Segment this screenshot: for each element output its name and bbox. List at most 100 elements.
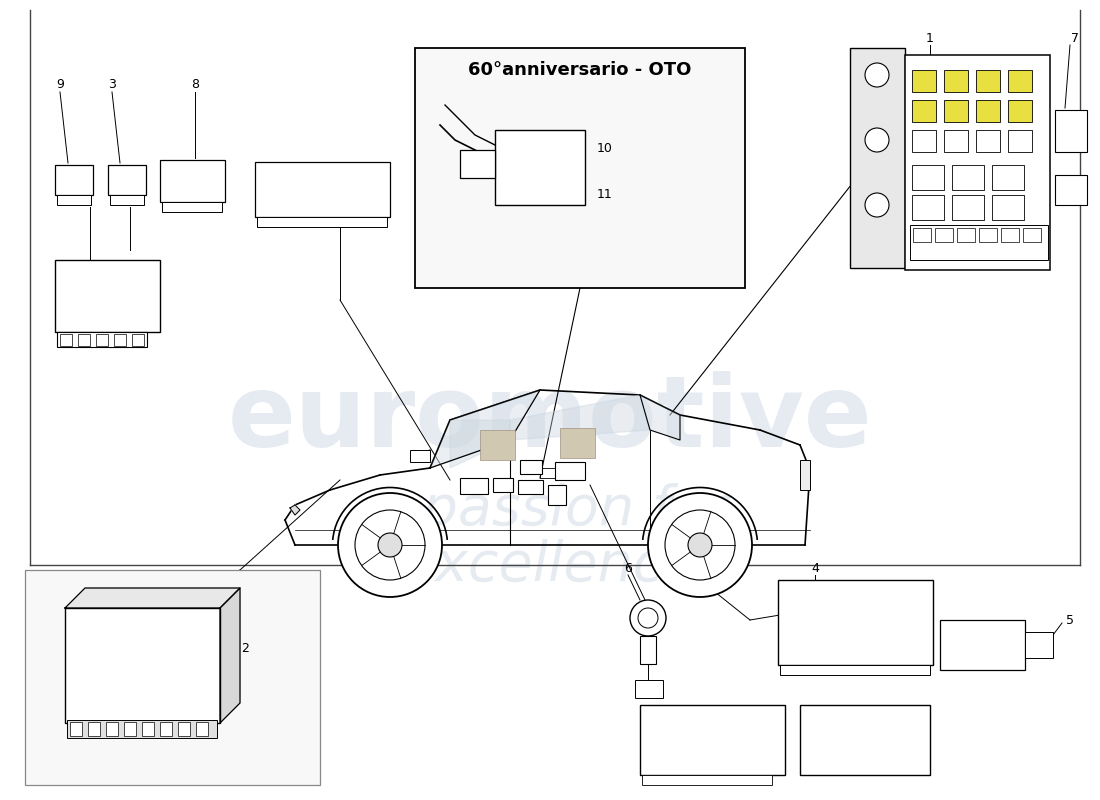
Bar: [640, 636, 656, 664]
Bar: [976, 70, 1000, 92]
Bar: [952, 195, 984, 220]
Bar: [493, 478, 513, 492]
Bar: [800, 460, 810, 490]
Bar: [415, 48, 745, 288]
Bar: [160, 160, 226, 202]
Bar: [162, 202, 222, 212]
Bar: [556, 462, 585, 480]
Bar: [979, 228, 997, 242]
Bar: [57, 195, 91, 205]
Bar: [460, 478, 488, 494]
Bar: [160, 722, 172, 736]
Polygon shape: [450, 420, 510, 468]
Text: 7: 7: [1071, 31, 1079, 45]
Bar: [255, 162, 390, 217]
Bar: [850, 48, 905, 268]
Bar: [635, 680, 663, 698]
Bar: [257, 217, 387, 227]
Bar: [976, 100, 1000, 122]
Polygon shape: [510, 395, 650, 440]
Bar: [25, 570, 320, 785]
Text: 4: 4: [811, 562, 818, 574]
Bar: [55, 260, 160, 332]
Polygon shape: [640, 395, 680, 440]
Text: 5: 5: [1066, 614, 1074, 626]
Bar: [55, 165, 94, 195]
Circle shape: [865, 128, 889, 152]
Bar: [480, 430, 515, 460]
Bar: [178, 722, 190, 736]
Bar: [976, 130, 1000, 152]
Bar: [1055, 110, 1087, 152]
Bar: [1001, 228, 1019, 242]
Bar: [78, 334, 90, 346]
Bar: [910, 225, 1048, 260]
Bar: [67, 720, 217, 738]
Bar: [944, 100, 968, 122]
Bar: [912, 165, 944, 190]
Circle shape: [688, 533, 712, 557]
Polygon shape: [290, 505, 300, 515]
Polygon shape: [65, 588, 240, 608]
Bar: [88, 722, 100, 736]
Bar: [944, 70, 968, 92]
Bar: [912, 70, 936, 92]
Bar: [57, 332, 147, 347]
Bar: [935, 228, 953, 242]
Bar: [560, 428, 595, 458]
Circle shape: [630, 600, 666, 636]
Text: 6: 6: [624, 562, 631, 574]
Text: 8: 8: [191, 78, 199, 91]
Bar: [96, 334, 108, 346]
Text: 2: 2: [241, 642, 249, 654]
Bar: [124, 722, 136, 736]
Text: 60°anniversario - OTO: 60°anniversario - OTO: [469, 61, 692, 79]
Text: 9: 9: [56, 78, 64, 91]
Bar: [1055, 175, 1087, 205]
Bar: [196, 722, 208, 736]
Bar: [940, 620, 1025, 670]
Circle shape: [865, 63, 889, 87]
Bar: [957, 228, 975, 242]
Bar: [913, 228, 931, 242]
Circle shape: [648, 493, 752, 597]
Text: 11: 11: [597, 189, 613, 202]
Text: 3: 3: [108, 78, 115, 91]
Bar: [1023, 228, 1041, 242]
Bar: [142, 722, 154, 736]
Bar: [1008, 130, 1032, 152]
Bar: [800, 705, 929, 775]
Bar: [992, 165, 1024, 190]
Bar: [540, 468, 580, 478]
Polygon shape: [220, 588, 240, 723]
Text: euromotive: euromotive: [228, 371, 872, 469]
Bar: [640, 705, 785, 775]
Bar: [108, 165, 146, 195]
Bar: [460, 150, 495, 178]
Bar: [778, 580, 933, 665]
Bar: [65, 608, 220, 723]
Bar: [642, 775, 772, 785]
Bar: [912, 195, 944, 220]
Text: a passion for: a passion for: [372, 483, 728, 537]
Circle shape: [378, 533, 402, 557]
Bar: [520, 460, 542, 474]
Bar: [60, 334, 72, 346]
Circle shape: [338, 493, 442, 597]
Text: excellence: excellence: [402, 538, 698, 591]
Bar: [1008, 70, 1032, 92]
Bar: [780, 665, 930, 675]
Bar: [1025, 632, 1053, 658]
Bar: [410, 450, 430, 462]
Text: 10: 10: [597, 142, 613, 154]
Polygon shape: [430, 390, 540, 468]
Bar: [114, 334, 126, 346]
Bar: [110, 195, 144, 205]
Bar: [905, 55, 1050, 270]
Bar: [1008, 100, 1032, 122]
Bar: [106, 722, 118, 736]
Text: 1: 1: [926, 31, 934, 45]
Bar: [992, 195, 1024, 220]
Bar: [952, 165, 984, 190]
Bar: [912, 100, 936, 122]
